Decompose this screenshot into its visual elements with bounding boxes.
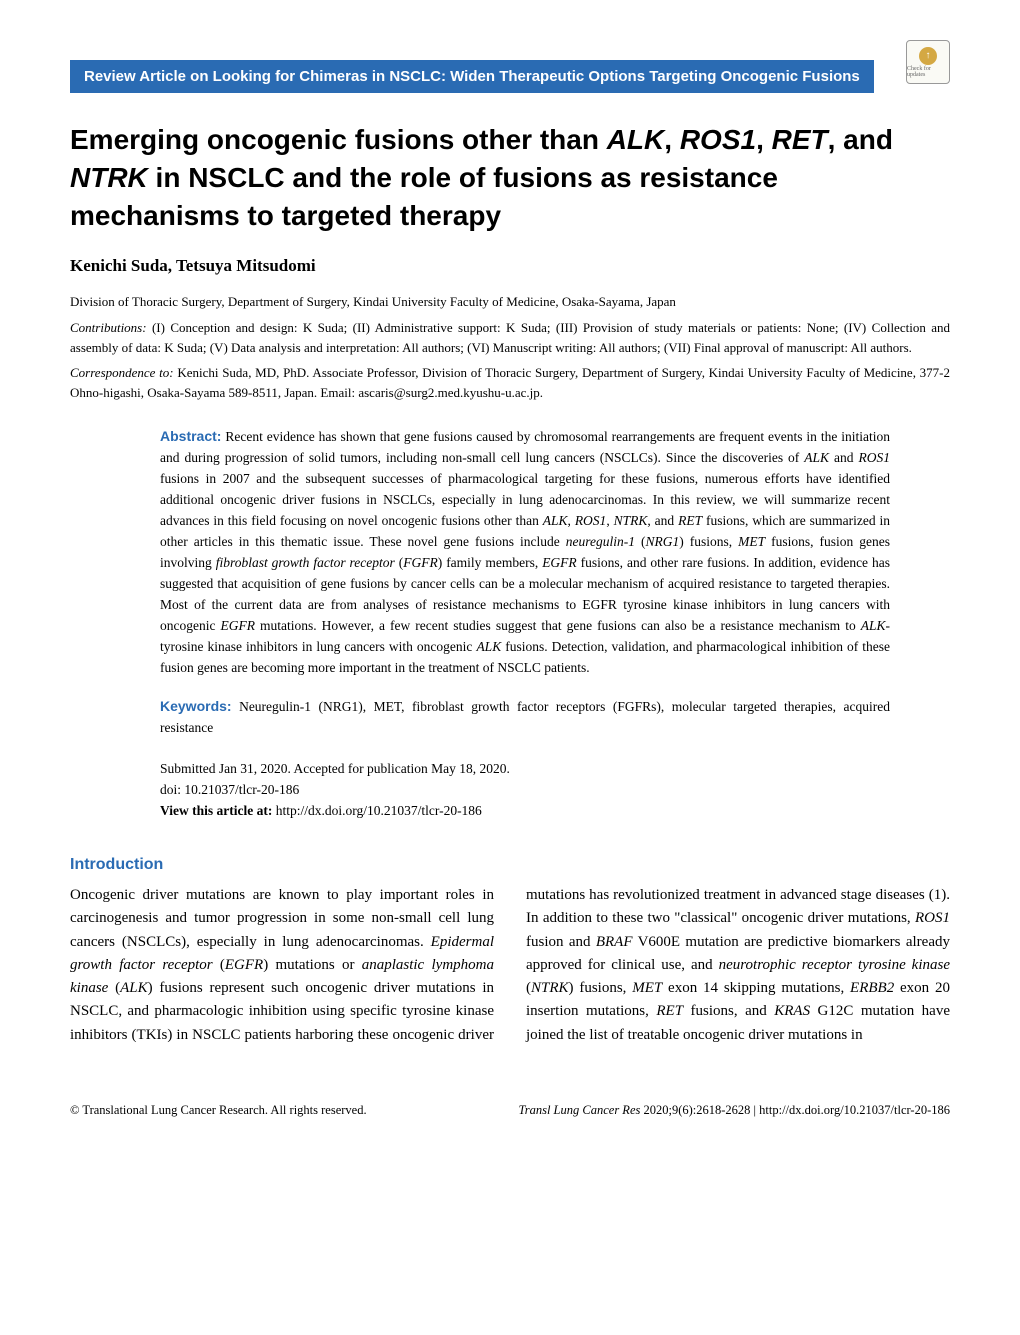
citation-details: 2020;9(6):2618-2628 | http://dx.doi.org/… — [640, 1103, 950, 1117]
submitted-accepted: Submitted Jan 31, 2020. Accepted for pub… — [160, 759, 890, 780]
doi: doi: 10.21037/tlcr-20-186 — [160, 780, 890, 801]
correspondence: Correspondence to: Kenichi Suda, MD, PhD… — [70, 363, 950, 402]
title-gene: ALK — [607, 124, 665, 155]
article-title: Emerging oncogenic fusions other than AL… — [70, 121, 950, 234]
title-seg: Emerging oncogenic fusions other than — [70, 124, 607, 155]
contributions: Contributions: (I) Conception and design… — [70, 318, 950, 357]
correspondence-label: Correspondence to: — [70, 365, 174, 380]
abstract-body: Recent evidence has shown that gene fusi… — [160, 429, 890, 674]
abstract: Abstract: Recent evidence has shown that… — [160, 426, 890, 678]
contributions-label: Contributions: — [70, 320, 147, 335]
title-gene: ROS1 — [680, 124, 756, 155]
keywords-text: Neuregulin-1 (NRG1), MET, fibroblast gro… — [160, 699, 890, 735]
title-seg: , and — [828, 124, 893, 155]
section-heading-introduction: Introduction — [70, 856, 950, 874]
title-gene: NTRK — [70, 162, 148, 193]
arrow-up-icon: ↑ — [919, 47, 937, 65]
title-gene: RET — [772, 124, 828, 155]
title-seg: in NSCLC and the role of fusions as resi… — [70, 162, 778, 231]
view-article: View this article at: http://dx.doi.org/… — [160, 801, 890, 822]
title-seg: , — [664, 124, 680, 155]
journal-name: Transl Lung Cancer Res — [518, 1103, 640, 1117]
view-url[interactable]: http://dx.doi.org/10.21037/tlcr-20-186 — [276, 803, 482, 818]
authors: Kenichi Suda, Tetsuya Mitsudomi — [70, 256, 950, 276]
introduction-body: Oncogenic driver mutations are known to … — [70, 884, 950, 1047]
correspondence-text: Kenichi Suda, MD, PhD. Associate Profess… — [70, 365, 950, 400]
title-seg: , — [756, 124, 772, 155]
abstract-label: Abstract: — [160, 428, 221, 444]
page-footer: © Translational Lung Cancer Research. Al… — [70, 1097, 950, 1118]
check-for-updates-badge[interactable]: ↑ Check for updates — [906, 40, 950, 84]
keywords: Keywords: Neuregulin-1 (NRG1), MET, fibr… — [160, 696, 890, 739]
article-type-banner: Review Article on Looking for Chimeras i… — [70, 60, 874, 93]
badge-text: Check for updates — [907, 66, 949, 78]
contributions-text: (I) Conception and design: K Suda; (II) … — [70, 320, 950, 355]
page-root: ↑ Check for updates Review Article on Lo… — [0, 0, 1020, 1158]
citation: Transl Lung Cancer Res 2020;9(6):2618-26… — [518, 1103, 950, 1118]
submission-info: Submitted Jan 31, 2020. Accepted for pub… — [160, 759, 890, 822]
keywords-label: Keywords: — [160, 698, 232, 714]
view-label: View this article at: — [160, 803, 276, 818]
copyright: © Translational Lung Cancer Research. Al… — [70, 1103, 367, 1118]
affiliation: Division of Thoracic Surgery, Department… — [70, 294, 950, 310]
